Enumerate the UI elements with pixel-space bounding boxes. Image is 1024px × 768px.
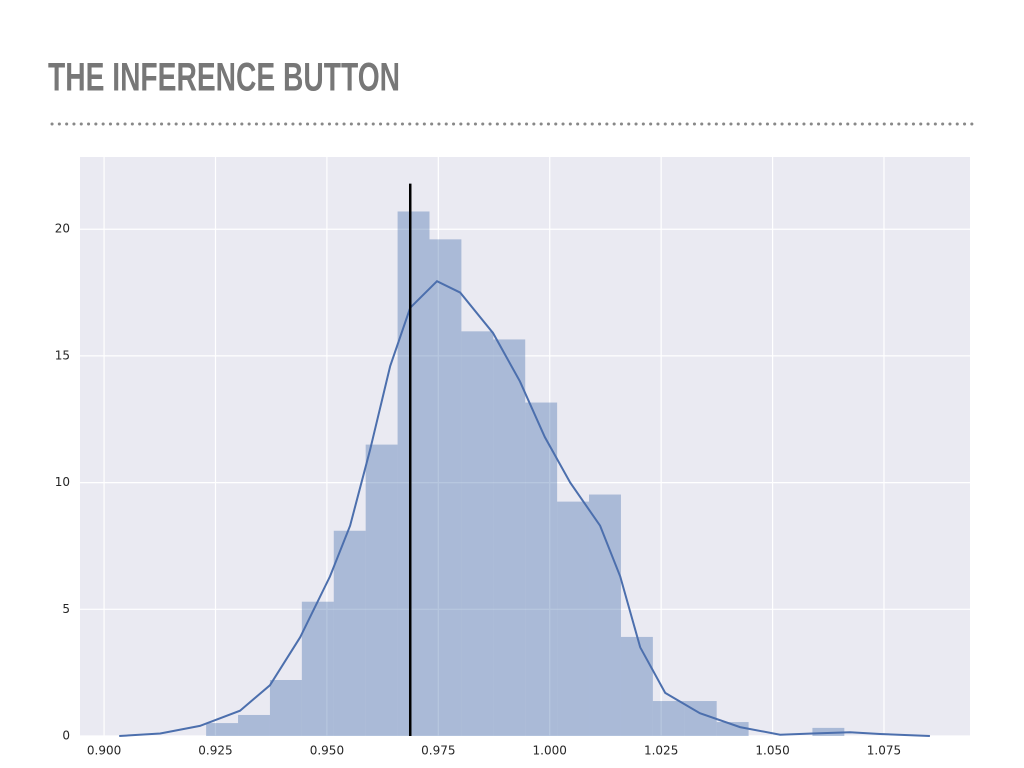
y-tick-label: 15 (55, 348, 70, 362)
bar (557, 501, 590, 736)
bar (269, 680, 302, 736)
bar (589, 494, 621, 736)
bar (716, 722, 749, 736)
x-tick-label: 1.050 (755, 744, 789, 758)
bar (238, 714, 270, 736)
x-tick-label: 0.975 (421, 744, 455, 758)
kde-line (119, 279, 930, 737)
y-tick-label: 5 (62, 602, 70, 616)
plot-area (80, 157, 970, 736)
x-tick-label: 0.900 (87, 744, 121, 758)
bar (397, 211, 430, 736)
bar (525, 402, 558, 736)
bar (461, 331, 494, 736)
bar (652, 701, 685, 736)
x-tick-label: 1.075 (867, 744, 901, 758)
x-tick-label: 1.000 (533, 744, 567, 758)
x-tick-label: 0.950 (310, 744, 344, 758)
bar (620, 636, 653, 736)
bar (493, 339, 526, 736)
bar (206, 723, 239, 736)
y-tick-label: 0 (62, 729, 70, 743)
bar (429, 239, 462, 736)
y-tick-label: 20 (55, 222, 70, 236)
bar (365, 444, 398, 736)
slide-title: THE INFERENCE BUTTON (48, 56, 400, 100)
x-tick-label: 0.925 (198, 744, 232, 758)
x-tick-label: 1.025 (644, 744, 678, 758)
y-tick-label: 10 (55, 475, 70, 489)
bar (333, 530, 366, 736)
